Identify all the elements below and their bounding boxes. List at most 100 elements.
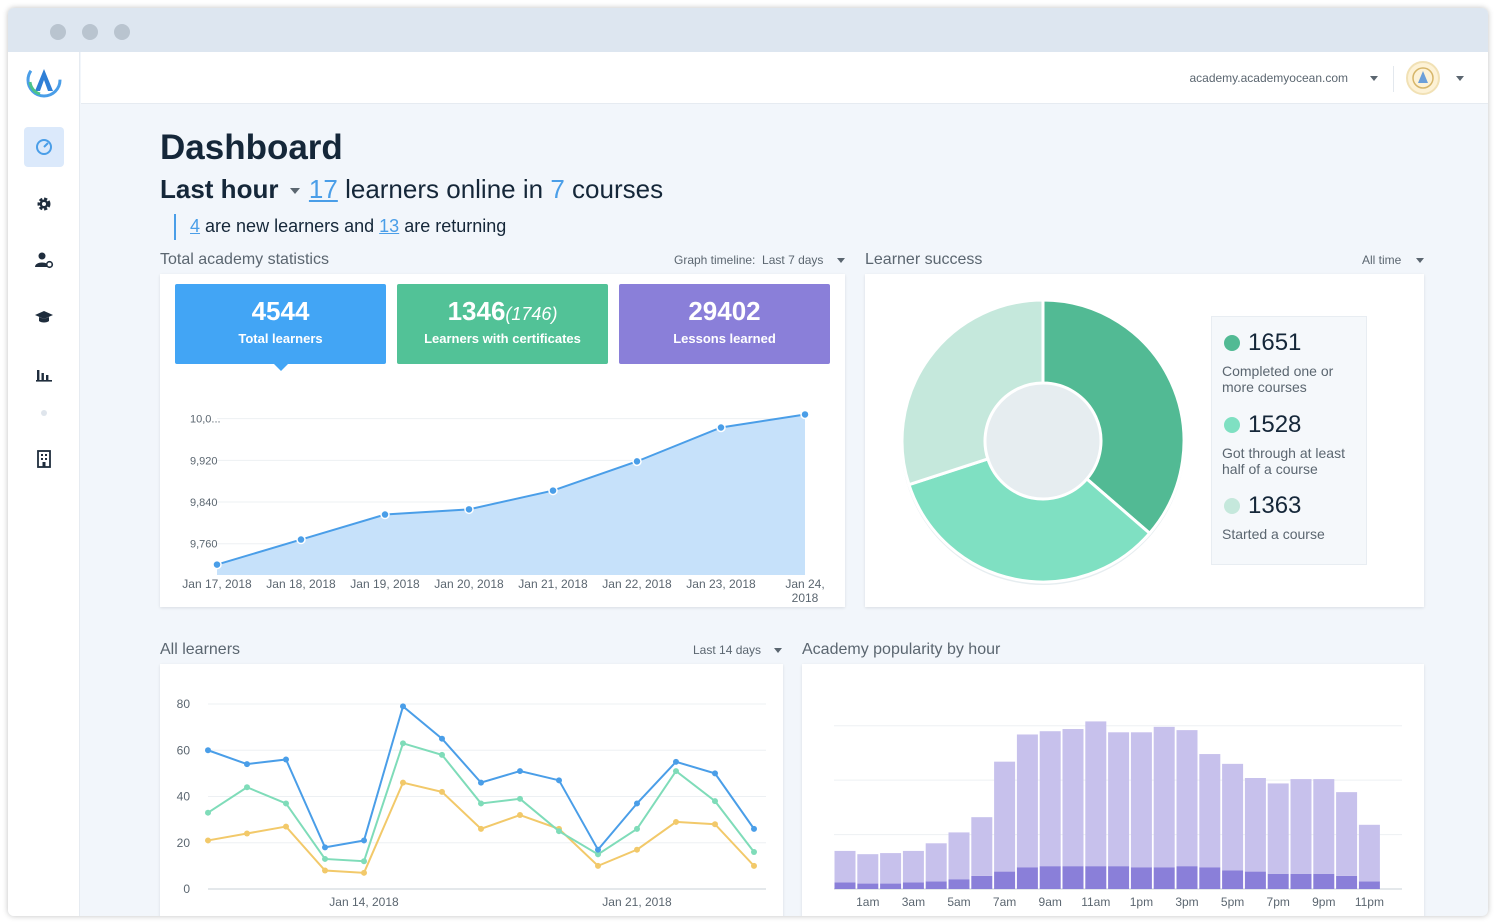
success-chevron-down-icon[interactable] xyxy=(1416,258,1424,263)
area-point xyxy=(548,485,558,496)
hour-bar-segment xyxy=(857,883,879,889)
hour-bar-segment xyxy=(925,881,947,889)
started-swatch xyxy=(1224,498,1240,514)
hour-bar-segment xyxy=(948,879,970,889)
donut-slice xyxy=(1041,298,1186,536)
area-y-tick: 9,920 xyxy=(190,455,218,467)
area-point xyxy=(464,504,474,515)
hour-bar-segment xyxy=(948,832,970,880)
line-point xyxy=(712,770,718,777)
courses-text: courses xyxy=(572,174,664,204)
line-point xyxy=(244,784,250,791)
line-point xyxy=(673,768,679,775)
line-point xyxy=(283,800,289,807)
hour-bar-segment xyxy=(1313,873,1335,889)
success-section-title: Learner success xyxy=(865,251,983,268)
line-y-tick: 20 xyxy=(177,836,191,850)
area-x-tick: Jan 21, 2018 xyxy=(518,577,588,591)
all-learners-card xyxy=(160,664,783,916)
area-point xyxy=(296,534,306,545)
hour-bar-segment xyxy=(1130,867,1152,889)
profile-chevron-down-icon[interactable] xyxy=(1456,76,1464,81)
hour-bar-segment xyxy=(1176,866,1198,889)
line-point xyxy=(673,758,679,765)
courses-count-link[interactable]: 7 xyxy=(550,174,565,204)
area-point xyxy=(716,422,726,433)
active-tile-pointer xyxy=(274,364,288,371)
line-point xyxy=(634,825,640,832)
tile-lessons[interactable]: 29402 Lessons learned xyxy=(619,284,830,364)
window-titlebar xyxy=(8,8,1488,52)
line-point xyxy=(517,812,523,818)
period-selector[interactable]: Last hour xyxy=(160,174,279,204)
halfway-value: 1528 xyxy=(1248,411,1302,438)
success-range-selector[interactable]: All time xyxy=(1362,253,1402,267)
hour-bar-segment xyxy=(1290,873,1312,889)
line-point xyxy=(712,821,718,828)
line-point xyxy=(478,800,484,807)
hour-bar-segment xyxy=(925,843,947,882)
avatar[interactable] xyxy=(1406,61,1440,95)
hour-bar-segment xyxy=(880,883,902,889)
donut-slice xyxy=(900,298,1045,487)
donut-slice xyxy=(907,457,1152,584)
window-maximize-dot[interactable] xyxy=(114,24,130,40)
learners-online-link[interactable]: 17 xyxy=(308,174,338,204)
all-learners-title: All learners xyxy=(160,641,241,658)
nav-reports[interactable] xyxy=(24,354,64,394)
window-close-dot[interactable] xyxy=(50,24,66,40)
tile-certificates-value: 1346 xyxy=(447,296,506,326)
line-point xyxy=(439,751,445,758)
returning-learners-link[interactable]: 13 xyxy=(379,216,400,236)
learner-success-donut-chart xyxy=(900,298,1186,585)
period-chevron-icon[interactable] xyxy=(289,188,300,195)
hour-bar-segment xyxy=(1016,867,1038,889)
new-learners-link[interactable]: 4 xyxy=(190,216,201,236)
hour-bar-segment xyxy=(902,882,924,889)
nav-settings[interactable] xyxy=(24,184,64,224)
line-point xyxy=(400,779,406,786)
area-x-tick: Jan 20, 2018 xyxy=(434,577,504,591)
tile-certificates[interactable]: 1346(1746) Learners with certificates xyxy=(397,284,608,364)
nav-divider-dot xyxy=(41,410,47,416)
line-y-tick: 40 xyxy=(177,790,191,804)
window-minimize-dot[interactable] xyxy=(82,24,98,40)
returning-learners-text: are returning xyxy=(404,216,507,236)
graph-timeline-selector[interactable]: Graph timeline: Last 7 days xyxy=(674,253,823,267)
nav-dashboard[interactable] xyxy=(24,127,64,167)
bar-x-tick: 7am xyxy=(993,895,1016,909)
hour-bar-segment xyxy=(1244,778,1266,872)
area-point xyxy=(212,559,222,570)
line-point xyxy=(205,837,211,844)
tile-lessons-value: 29402 xyxy=(688,296,761,326)
nav-courses[interactable] xyxy=(24,297,64,337)
page-title: Dashboard xyxy=(160,128,343,167)
line-point xyxy=(283,823,289,830)
hour-bar-segment xyxy=(1176,730,1198,867)
tile-total-learners-label: Total learners xyxy=(238,331,323,346)
area-y-tick: 10,0... xyxy=(190,414,221,426)
line-point xyxy=(400,703,406,710)
hour-bar-segment xyxy=(1358,881,1380,889)
hour-bar-segment xyxy=(1039,731,1061,867)
hour-bar-segment xyxy=(994,871,1016,889)
nav-organization[interactable] xyxy=(24,439,64,479)
tile-total-learners[interactable]: 4544 Total learners xyxy=(175,284,386,364)
line-point xyxy=(517,768,523,775)
all-learners-range-selector[interactable]: Last 14 days xyxy=(693,643,762,657)
area-y-tick: 9,840 xyxy=(190,497,218,509)
line-point xyxy=(205,747,211,754)
line-point xyxy=(439,735,445,742)
chevron-down-icon[interactable] xyxy=(1370,76,1378,81)
all-learners-line-chart: 0 20 40 60 80 Jan 14, 2018 Jan 21, 2018 xyxy=(177,697,766,909)
all-learners-chevron-down-icon[interactable] xyxy=(774,648,782,653)
tile-certificates-label: Learners with certificates xyxy=(424,331,581,346)
hour-bar-segment xyxy=(1267,783,1289,874)
timeline-chevron-down-icon[interactable] xyxy=(837,258,845,263)
stats-section-title: Total academy statistics xyxy=(160,251,329,268)
academy-logo[interactable] xyxy=(26,62,62,98)
academy-domain-selector[interactable]: academy.academyocean.com xyxy=(1189,71,1348,85)
line-point xyxy=(751,862,757,869)
hour-bar-segment xyxy=(1039,866,1061,889)
nav-user-settings[interactable] xyxy=(24,240,64,280)
